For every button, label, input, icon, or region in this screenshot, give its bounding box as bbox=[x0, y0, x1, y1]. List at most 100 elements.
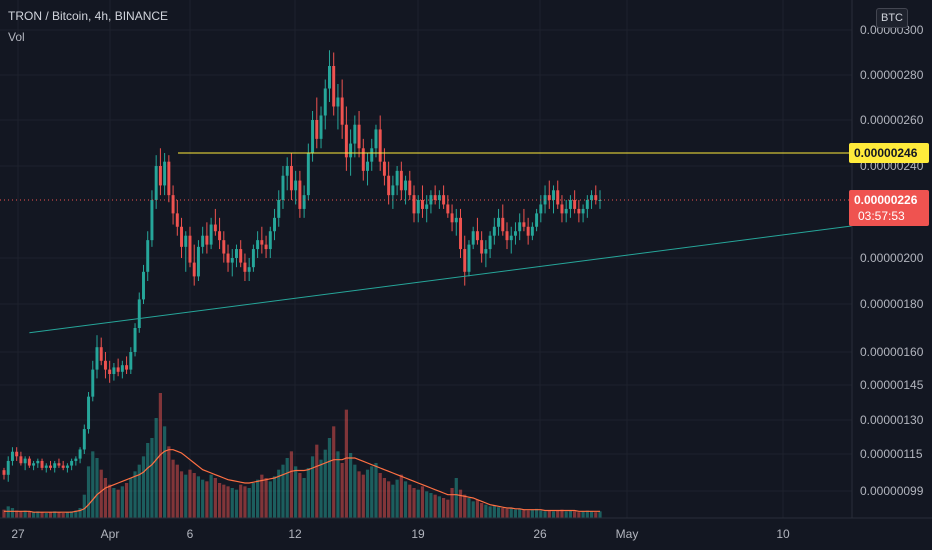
candle-body bbox=[501, 217, 505, 232]
candle-body bbox=[340, 97, 344, 125]
price-badges: 0.00000246 0.00000226 03:57:53 bbox=[849, 143, 929, 226]
candle-body bbox=[70, 460, 74, 466]
volume-bar bbox=[598, 511, 602, 518]
candle-body bbox=[404, 180, 408, 191]
last-price-label: 0.00000226 bbox=[854, 193, 918, 207]
volume-bar bbox=[209, 474, 213, 518]
candle-body bbox=[32, 463, 36, 466]
volume-bar bbox=[281, 464, 285, 518]
volume-bar bbox=[31, 512, 36, 518]
volume-bar bbox=[539, 510, 543, 518]
drawings bbox=[0, 152, 932, 334]
candle-body bbox=[99, 347, 103, 361]
volume-bar bbox=[425, 491, 429, 518]
candle-body bbox=[577, 208, 581, 214]
volume-bar bbox=[403, 481, 408, 518]
y-tick-label: 0.00000130 bbox=[860, 413, 924, 427]
volume-bar bbox=[374, 463, 378, 518]
volume-bar bbox=[251, 483, 255, 518]
candle-body bbox=[57, 463, 61, 466]
candle-body bbox=[247, 267, 251, 272]
volume-bar bbox=[298, 473, 302, 518]
volume-bar bbox=[344, 409, 348, 518]
candle-body bbox=[10, 451, 14, 461]
volume-bar bbox=[205, 481, 209, 518]
grid bbox=[0, 0, 852, 518]
volume-bar bbox=[526, 510, 530, 518]
x-tick-label: 27 bbox=[11, 527, 25, 541]
candle-body bbox=[218, 231, 222, 241]
candle-body bbox=[27, 458, 31, 466]
volume-bar bbox=[534, 508, 539, 518]
candle-body bbox=[213, 224, 217, 232]
x-axis-labels: 27 Apr 6 12 19 26 May 10 bbox=[11, 527, 790, 541]
candle-body bbox=[425, 204, 429, 209]
volume-bar bbox=[310, 456, 315, 518]
volume-bar bbox=[365, 469, 370, 518]
candle-body bbox=[513, 231, 517, 236]
candle-body bbox=[471, 231, 475, 245]
candle-body bbox=[95, 347, 99, 370]
volume-bar bbox=[217, 483, 222, 518]
volume-bar bbox=[408, 484, 412, 518]
volume-bar bbox=[234, 489, 239, 518]
symbol-title[interactable]: TRON / Bitcoin, 4h, BINANCE bbox=[8, 9, 169, 23]
candle-body bbox=[315, 120, 319, 139]
volume-bar bbox=[484, 504, 488, 518]
candle-body bbox=[382, 161, 386, 176]
volume-bar bbox=[454, 478, 458, 518]
x-tick-label: May bbox=[616, 527, 639, 541]
volume-bar bbox=[480, 503, 484, 518]
candle-body bbox=[188, 235, 192, 263]
volume-bar bbox=[230, 488, 234, 518]
volume-bar bbox=[395, 479, 399, 518]
candle-body bbox=[226, 253, 230, 263]
x-tick-label: 10 bbox=[776, 527, 790, 541]
volume-bar bbox=[256, 479, 260, 518]
volume-bar bbox=[573, 511, 577, 518]
volume-bar bbox=[382, 478, 387, 518]
volume-indicator-label[interactable]: Vol bbox=[8, 30, 25, 44]
volume-bar bbox=[150, 438, 154, 518]
candle-body bbox=[251, 249, 255, 268]
volume-bar bbox=[137, 464, 141, 518]
candle-body bbox=[167, 161, 171, 196]
y-axis-labels: 0.000003000.000002800.000002600.00000240… bbox=[860, 23, 924, 498]
volume-bar bbox=[23, 510, 27, 518]
candle-body bbox=[150, 200, 154, 241]
volume-bar bbox=[112, 488, 116, 518]
resistance-badge-label: 0.00000246 bbox=[854, 146, 918, 160]
volume-bar bbox=[450, 488, 454, 518]
volume-bar bbox=[556, 510, 560, 518]
candle-body bbox=[158, 166, 162, 186]
volume-bar bbox=[268, 481, 272, 518]
volume-bar bbox=[568, 510, 573, 518]
volume-bar bbox=[412, 488, 416, 518]
volume-bar bbox=[416, 489, 420, 518]
currency-button[interactable]: BTC bbox=[876, 8, 908, 28]
volume-bar bbox=[492, 505, 496, 518]
candle-body bbox=[590, 195, 594, 200]
candle-body bbox=[306, 153, 310, 196]
y-tick-label: 0.00000115 bbox=[860, 447, 923, 461]
price-axis[interactable] bbox=[852, 0, 932, 550]
y-tick-label: 0.00000099 bbox=[860, 484, 924, 498]
last-price-badge bbox=[849, 190, 929, 226]
candle-body bbox=[323, 88, 327, 116]
volume-bar bbox=[27, 511, 31, 518]
candle-body bbox=[463, 249, 467, 272]
candle-body bbox=[201, 235, 205, 247]
candle-body bbox=[378, 129, 382, 162]
candle-body bbox=[344, 124, 348, 158]
x-tick-label: 26 bbox=[533, 527, 547, 541]
volume-bar bbox=[433, 494, 437, 518]
volume-bar bbox=[446, 499, 450, 518]
volume-bar bbox=[327, 438, 332, 518]
candle-body bbox=[497, 217, 501, 227]
candle-body bbox=[399, 170, 403, 191]
candle-body bbox=[361, 148, 365, 171]
candle-body bbox=[429, 195, 433, 205]
volume-bar bbox=[74, 510, 78, 518]
volume-bar bbox=[277, 469, 281, 518]
